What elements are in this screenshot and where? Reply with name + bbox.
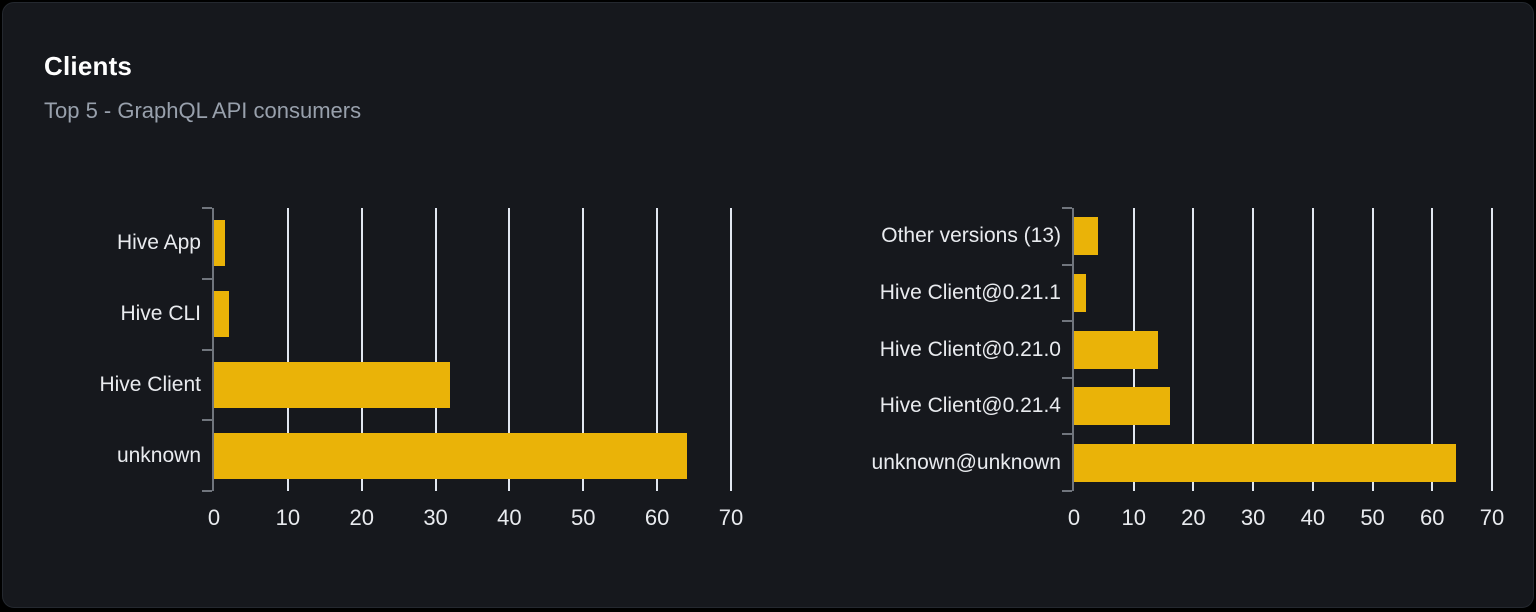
x-tick-label: 20 [349, 505, 374, 530]
y-axis-tick [1062, 376, 1072, 379]
y-axis-tick [202, 490, 212, 492]
x-tick-label: 40 [497, 505, 522, 530]
x-tick-label: 10 [1121, 505, 1146, 530]
x-tick-label: 0 [1067, 505, 1081, 530]
category-label: Other versions (13) [881, 224, 1061, 248]
gridline [508, 208, 511, 491]
panel-title: Clients [44, 51, 133, 81]
bar [1074, 330, 1158, 369]
gridline [434, 208, 437, 491]
category-label: Hive Client@0.21.4 [879, 394, 1061, 418]
y-axis [1072, 208, 1074, 491]
x-tick-label: 10 [275, 505, 301, 530]
category-label: Hive Client@0.21.1 [879, 280, 1061, 304]
x-tick-label: 70 [718, 505, 744, 530]
category-label: Hive CLI [120, 302, 201, 326]
clients-by-version-bar-chart: Other versions (13) Hive Client@0.21.1 Hiv… [3, 3, 1533, 607]
gridline [1491, 208, 1493, 491]
category-label: unknown@unknown [871, 450, 1061, 474]
x-tick-label: 60 [1420, 505, 1445, 530]
y-axis-tick [202, 277, 212, 280]
category-label: Hive Client@0.21.0 [879, 337, 1061, 361]
y-axis [212, 208, 214, 491]
y-axis-tick [1062, 263, 1072, 266]
panel-subtitle: Top 5 - GraphQL API consumers [44, 98, 362, 123]
x-tick-label: 70 [1479, 505, 1505, 530]
gridline [656, 208, 659, 491]
x-tick-label: 40 [1300, 505, 1326, 530]
y-axis-tick [202, 207, 212, 209]
bar [214, 432, 687, 479]
x-tick-label: 50 [1360, 505, 1385, 530]
gridline [582, 208, 585, 491]
bar [214, 291, 229, 338]
bar [1074, 217, 1098, 256]
y-axis-tick [1062, 490, 1072, 492]
category-label: unknown [116, 443, 201, 467]
gridline [1311, 208, 1314, 491]
x-tick-label: 0 [207, 505, 221, 530]
x-tick-label: 30 [1240, 505, 1266, 530]
bar [214, 220, 226, 267]
x-tick-label: 30 [423, 505, 448, 530]
bar [1074, 387, 1170, 426]
gridline [360, 208, 363, 491]
y-axis-tick [1062, 433, 1072, 436]
category-label: Hive Client [99, 372, 201, 396]
x-tick-label: 20 [1181, 505, 1206, 530]
gridline [286, 208, 289, 491]
x-tick-label: 60 [644, 505, 670, 530]
y-axis-tick [1062, 207, 1072, 209]
clients-by-name-bar-chart: Hive App Hive CLI Hive Client unknown 0 10 20 3… [3, 3, 1533, 607]
x-tick-label: 50 [571, 505, 596, 530]
gridline [1431, 208, 1434, 491]
gridline [1192, 208, 1195, 491]
bar [214, 361, 451, 408]
y-axis-tick [202, 419, 212, 422]
y-axis-tick [1062, 320, 1072, 323]
y-axis-tick [202, 348, 212, 351]
gridline [1371, 208, 1374, 491]
gridline [730, 208, 732, 491]
gridline [1252, 208, 1255, 491]
bar [1074, 273, 1086, 312]
category-label: Hive App [116, 231, 201, 255]
bar [1074, 443, 1457, 482]
